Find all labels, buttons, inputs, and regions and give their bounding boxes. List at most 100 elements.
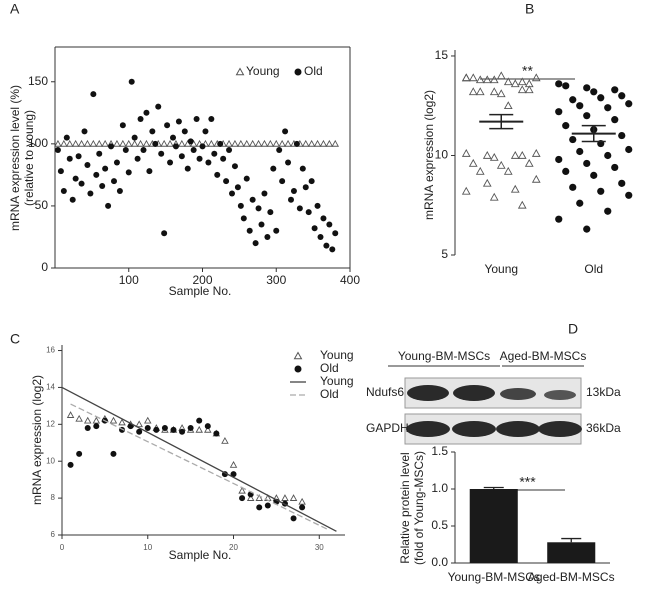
point — [166, 139, 174, 147]
point — [113, 139, 121, 147]
point — [239, 495, 246, 502]
point — [293, 140, 300, 147]
point — [308, 178, 315, 185]
point — [264, 502, 271, 509]
point — [319, 139, 328, 147]
point — [461, 186, 471, 195]
point — [204, 425, 212, 433]
point — [196, 155, 203, 162]
point — [555, 108, 563, 116]
point — [72, 175, 79, 182]
point — [122, 147, 129, 154]
point — [576, 199, 584, 207]
point — [93, 423, 100, 430]
point — [164, 122, 171, 129]
y-tick-label: 1.5 — [431, 444, 448, 458]
point — [237, 202, 244, 209]
point — [67, 461, 74, 468]
x-tick-label: 400 — [340, 273, 360, 287]
point — [124, 139, 133, 147]
point — [611, 116, 619, 124]
point — [161, 230, 168, 237]
point — [503, 77, 513, 86]
point — [113, 159, 120, 166]
point — [562, 82, 570, 90]
bar — [547, 542, 596, 563]
point — [181, 128, 188, 135]
point — [331, 139, 340, 147]
point — [237, 139, 245, 147]
point — [110, 450, 117, 457]
point — [326, 221, 333, 228]
point — [604, 207, 612, 215]
point — [299, 165, 306, 172]
point — [229, 460, 238, 468]
point — [313, 139, 322, 147]
point — [569, 96, 577, 104]
point — [184, 165, 191, 172]
y-tick-label: 6 — [51, 530, 56, 539]
band — [407, 385, 449, 401]
point — [273, 227, 280, 234]
point — [76, 450, 83, 457]
point — [305, 209, 312, 216]
point — [583, 84, 591, 92]
y-tick-label: 0 — [41, 260, 48, 274]
point — [503, 101, 513, 110]
point — [510, 184, 520, 193]
bar — [469, 489, 518, 563]
point — [246, 227, 253, 234]
point — [155, 103, 162, 110]
point — [260, 139, 269, 147]
point — [604, 104, 612, 112]
point — [618, 179, 626, 187]
point — [531, 73, 541, 82]
point — [489, 152, 499, 161]
point — [137, 116, 144, 123]
y-axis-label: (fold of Young-MSCs) — [412, 451, 426, 565]
point — [267, 209, 274, 216]
x-tick-label: 100 — [119, 273, 139, 287]
point — [468, 158, 478, 167]
point — [332, 230, 339, 237]
point — [170, 426, 177, 433]
point — [211, 150, 218, 157]
point — [299, 504, 306, 511]
legend-label: Old — [320, 361, 339, 375]
point — [193, 116, 200, 123]
point — [496, 160, 506, 169]
point — [87, 190, 94, 197]
point — [517, 77, 527, 86]
point — [555, 155, 563, 164]
point — [302, 184, 309, 191]
y-tick-label: 0.0 — [431, 555, 448, 569]
band — [406, 421, 450, 437]
point — [95, 139, 104, 147]
point — [130, 139, 139, 147]
point — [282, 128, 289, 135]
point — [226, 147, 233, 154]
point — [99, 183, 106, 190]
y-tick-label: 12 — [46, 419, 55, 428]
point — [597, 187, 605, 195]
point — [320, 215, 327, 222]
point — [317, 233, 324, 240]
group-label: Aged-BM-MSCs — [500, 349, 587, 363]
point — [475, 75, 485, 84]
point — [255, 205, 262, 212]
point — [66, 411, 75, 418]
point — [276, 147, 283, 154]
point — [311, 225, 318, 232]
point — [562, 122, 570, 130]
point — [78, 180, 85, 187]
size-label: 13kDa — [586, 385, 621, 399]
point — [468, 87, 478, 96]
point — [555, 215, 563, 223]
point — [524, 158, 534, 167]
point — [146, 168, 153, 175]
point — [71, 139, 80, 147]
panel-label: D — [568, 321, 578, 337]
point — [468, 73, 478, 82]
point — [246, 494, 255, 501]
point — [119, 122, 126, 129]
